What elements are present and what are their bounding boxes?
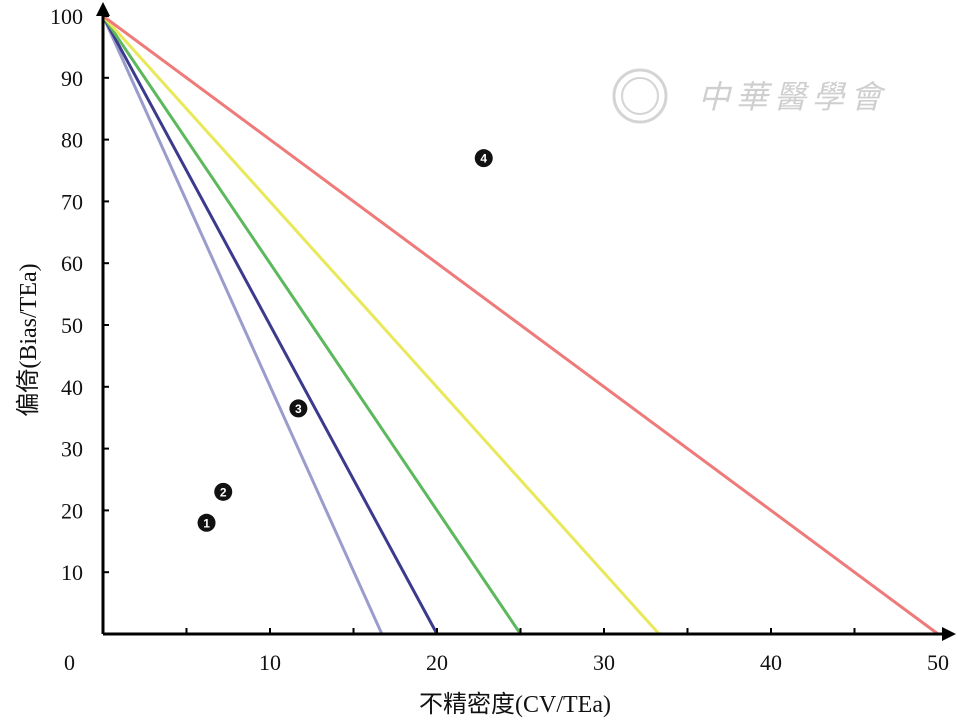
data-point-label: 2 xyxy=(220,485,227,499)
x-tick-label: 30 xyxy=(593,650,615,675)
y-axis-arrow xyxy=(96,2,110,16)
series-line-1 xyxy=(101,15,384,635)
x-tick-label: 20 xyxy=(426,650,448,675)
data-point-2: 2 xyxy=(214,482,233,501)
watermark-text: 中華醫學會 xyxy=(698,78,888,116)
series-line-5 xyxy=(102,14,939,636)
y-tick-label: 20 xyxy=(61,498,83,523)
y-tick-label: 50 xyxy=(61,313,83,338)
x-axis-arrow xyxy=(942,627,956,641)
data-point-marker xyxy=(474,149,493,168)
data-point-label: 4 xyxy=(480,152,487,166)
y-axis-title: 偏倚(Bias/TEa) xyxy=(15,263,42,416)
data-point-marker xyxy=(214,482,233,501)
x-tick-label: 10 xyxy=(259,650,281,675)
data-point-marker xyxy=(289,399,308,418)
axes xyxy=(96,2,956,641)
y-tick-label: 60 xyxy=(61,251,83,276)
series-line-3 xyxy=(101,15,522,635)
data-point-marker xyxy=(197,513,216,532)
y-tick-label: 80 xyxy=(61,128,83,153)
y-tick-label: 40 xyxy=(61,375,83,400)
y-tick-label: 90 xyxy=(61,66,83,91)
series-line-2 xyxy=(101,15,439,635)
data-point-1: 1 xyxy=(197,513,216,532)
y-tick-label: 30 xyxy=(61,437,83,462)
series-line-4 xyxy=(101,14,661,636)
watermark: 中華醫學會 xyxy=(612,68,888,124)
origin-label: 0 xyxy=(64,650,75,675)
data-point-4: 4 xyxy=(474,149,493,168)
data-point-3: 3 xyxy=(289,399,308,418)
y-tick-label: 100 xyxy=(50,4,83,29)
x-tick-label: 40 xyxy=(760,650,782,675)
y-tick-label: 70 xyxy=(61,189,83,214)
series-lines xyxy=(101,14,939,636)
x-tick-label: 50 xyxy=(927,650,949,675)
data-point-label: 1 xyxy=(203,516,210,530)
data-points: 1 2 3 4 xyxy=(197,149,493,532)
y-tick-label: 10 xyxy=(61,560,83,585)
data-point-label: 3 xyxy=(295,402,302,416)
x-axis-title: 不精密度(CV/TEa) xyxy=(419,691,611,718)
